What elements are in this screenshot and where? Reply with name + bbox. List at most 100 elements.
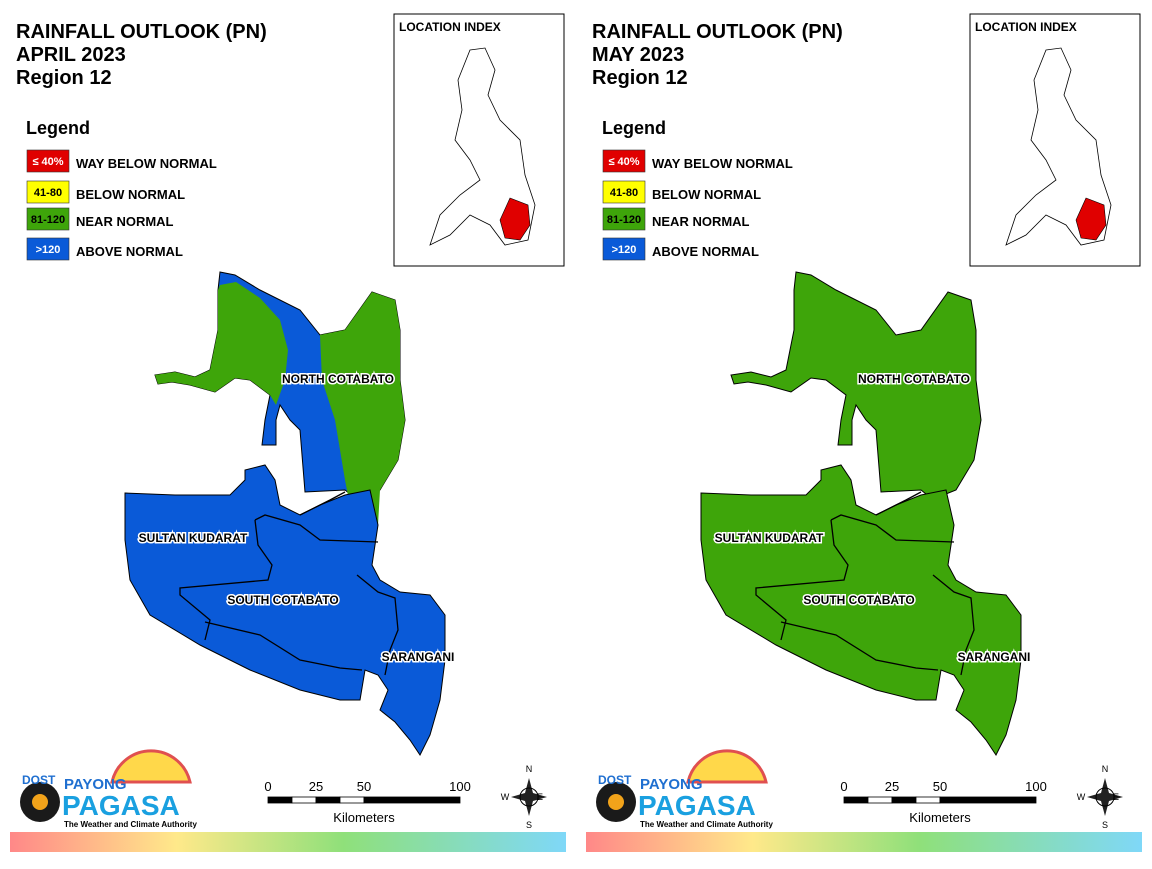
legend-title: Legend (602, 118, 666, 138)
legend-swatch (26, 207, 70, 231)
title-line: Region 12 (16, 67, 112, 89)
scale-tick-label: 0 (840, 779, 847, 794)
province-label: SARANGANI (958, 650, 1031, 664)
province-label: SULTAN KUDARAT (715, 531, 824, 545)
scale-tick-label: 50 (933, 779, 947, 794)
province-label: NORTH COTABATO (858, 372, 970, 386)
compass-letter: W (501, 792, 510, 802)
scale-segment (267, 796, 293, 804)
compass-ring (1095, 787, 1115, 807)
province-border (179, 519, 273, 641)
zone-near-normal (155, 282, 288, 405)
scale-tick-label: 25 (885, 779, 899, 794)
province-south (700, 464, 1022, 756)
scale-segment (315, 796, 341, 804)
location-index-title: LOCATION INDEX (975, 20, 1077, 34)
legend-label: NEAR NORMAL (76, 214, 174, 229)
scale-tick-label: 0 (264, 779, 271, 794)
scale-segment (915, 796, 941, 804)
footer-band (586, 832, 1142, 852)
region-highlight (1075, 197, 1107, 241)
province-border (875, 491, 922, 516)
logo-agency: DOST (22, 773, 56, 787)
province-border (780, 621, 939, 671)
logo-umbrella (686, 749, 768, 784)
province-label: SOUTH COTABATO (803, 593, 914, 607)
legend-range: >120 (612, 244, 637, 256)
compass-letter: W (1077, 792, 1086, 802)
legend-swatch (602, 149, 646, 173)
scale-tick-label: 100 (1025, 779, 1047, 794)
legend-label: NEAR NORMAL (652, 214, 750, 229)
scale-segment (939, 796, 1037, 804)
compass-letter: E (537, 792, 543, 802)
region-highlight (499, 197, 531, 241)
compass-letter: S (1102, 820, 1108, 830)
province-border (254, 514, 379, 543)
province-border (755, 519, 849, 641)
scale-tick-label: 100 (449, 779, 471, 794)
compass-letter: N (526, 764, 533, 774)
scale-segment (843, 796, 869, 804)
scale-unit: Kilometers (909, 810, 971, 825)
scale-segment (291, 796, 317, 804)
legend-label: WAY BELOW NORMAL (76, 156, 217, 171)
scale-tick-label: 25 (309, 779, 323, 794)
logo-top: PAYONG (640, 776, 703, 793)
legend-label: BELOW NORMAL (76, 187, 185, 202)
legend-swatch (26, 237, 70, 261)
compass-rose (1087, 778, 1123, 816)
province-label: SARANGANI (382, 650, 455, 664)
province-label: NORTH COTABATO (282, 372, 394, 386)
legend-range: 41-80 (34, 187, 62, 199)
philippines-outline (429, 47, 536, 246)
logo-name: PAGASA (62, 790, 180, 821)
province-border (932, 574, 975, 676)
legend-swatch (602, 180, 646, 204)
compass-ring (519, 787, 539, 807)
legend-title: Legend (26, 118, 90, 138)
legend-swatch (602, 207, 646, 231)
province-label: SULTAN KUDARAT (139, 531, 248, 545)
legend-range: ≤ 40% (608, 156, 639, 168)
scale-segment (363, 796, 461, 804)
title-line: Region 12 (592, 67, 688, 89)
compass-letter: N (1102, 764, 1109, 774)
legend-label: ABOVE NORMAL (652, 244, 759, 259)
title-line: MAY 2023 (592, 44, 684, 66)
compass-letter: E (1113, 792, 1119, 802)
legend-swatch (26, 180, 70, 204)
province-south (124, 464, 446, 756)
legend-label: WAY BELOW NORMAL (652, 156, 793, 171)
province-border (299, 491, 346, 516)
logo-seal-center (32, 794, 48, 810)
location-index-title: LOCATION INDEX (399, 20, 501, 34)
compass-rose (511, 778, 547, 816)
logo-name: PAGASA (638, 790, 756, 821)
legend-swatch (602, 237, 646, 261)
province-border (356, 574, 399, 676)
logo-top: PAYONG (64, 776, 127, 793)
legend-range: ≤ 40% (32, 156, 63, 168)
philippines-outline (1005, 47, 1112, 246)
logo-tagline: The Weather and Climate Authority (64, 820, 197, 829)
province-north (730, 271, 982, 495)
legend-range: 81-120 (607, 214, 641, 226)
title-line: APRIL 2023 (16, 44, 126, 66)
logo-tagline: The Weather and Climate Authority (640, 820, 773, 829)
legend-swatch (26, 149, 70, 173)
logo-agency: DOST (598, 773, 632, 787)
legend-label: ABOVE NORMAL (76, 244, 183, 259)
legend-label: BELOW NORMAL (652, 187, 761, 202)
scale-segment (891, 796, 917, 804)
province-label: SOUTH COTABATO (227, 593, 338, 607)
logo-umbrella (110, 749, 192, 784)
province-border (830, 514, 955, 543)
legend-range: 41-80 (610, 187, 638, 199)
title-line: RAINFALL OUTLOOK (PN) (592, 21, 843, 43)
footer-band (10, 832, 566, 852)
